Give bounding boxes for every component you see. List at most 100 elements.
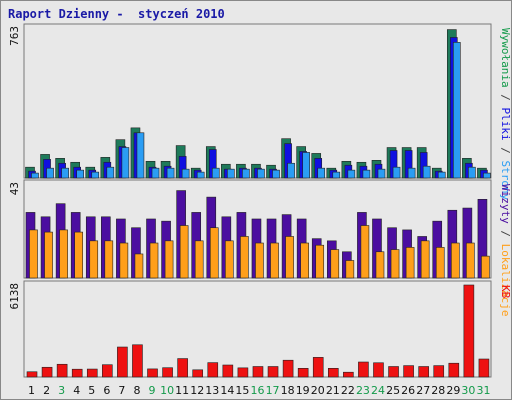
middle-bar-visitors-1	[29, 229, 38, 279]
top-bar-files-4	[76, 169, 84, 179]
top-bar-files-18	[287, 162, 295, 179]
bottom-bar-kb-1	[26, 371, 38, 378]
middle-max-label: 43	[8, 182, 21, 195]
middle-bar-visitors-9	[149, 242, 159, 279]
top-legend-part-1: /	[499, 88, 512, 108]
bottom-bar-kb-26	[403, 365, 414, 378]
middle-bar-visitors-14	[225, 240, 234, 279]
bottom-bar-kb-29	[448, 362, 460, 378]
x-tick-label-24: 24	[371, 384, 385, 397]
x-tick-label-29: 29	[446, 384, 460, 397]
top-bar-files-12	[196, 171, 205, 179]
bottom-bar-kb-11	[177, 358, 188, 378]
x-tick-label-27: 27	[416, 384, 430, 397]
top-bar-files-6	[106, 166, 115, 179]
top-bar-files-9	[151, 167, 160, 179]
x-tick-label-18: 18	[281, 384, 295, 397]
x-tick-label-19: 19	[296, 384, 310, 397]
x-tick-label-16: 16	[251, 384, 265, 397]
top-legend-part-4: Strony	[499, 160, 512, 200]
middle-bar-visitors-17	[270, 242, 279, 279]
top-legend-part-2: Pliki	[499, 107, 512, 140]
top-bar-files-17	[272, 169, 280, 179]
middle-bar-visitors-22	[345, 260, 355, 279]
top-bar-files-1	[31, 172, 39, 179]
middle-bar-visitors-7	[119, 242, 129, 279]
x-tick-label-13: 13	[205, 384, 219, 397]
top-bar-files-5	[91, 171, 100, 179]
x-tick-label-12: 12	[190, 384, 204, 397]
x-tick-label-11: 11	[175, 384, 189, 397]
middle-bar-visitors-3	[59, 229, 68, 279]
top-bar-files-13	[211, 167, 220, 179]
bottom-bar-kb-9	[147, 368, 158, 378]
x-tick-label-25: 25	[386, 384, 400, 397]
middle-bar-visitors-29	[451, 242, 460, 279]
x-tick-label-7: 7	[118, 384, 125, 397]
middle-legend-part-0: Wizyty	[499, 184, 512, 224]
middle-bar-visitors-15	[240, 236, 249, 279]
x-tick-label-6: 6	[103, 384, 110, 397]
middle-bar-visitors-31	[481, 255, 490, 279]
bottom-bar-kb-15	[237, 367, 249, 378]
middle-bar-visitors-18	[285, 236, 294, 279]
x-tick-label-3: 3	[58, 384, 65, 397]
bottom-bar-kb-25	[388, 366, 399, 378]
x-tick-label-22: 22	[341, 384, 355, 397]
bottom-bar-kb-20	[312, 357, 324, 378]
bottom-bar-kb-4	[71, 368, 83, 378]
x-tick-label-9: 9	[149, 384, 156, 397]
x-tick-label-14: 14	[220, 384, 234, 397]
x-tick-label-21: 21	[326, 384, 340, 397]
x-tick-label-5: 5	[88, 384, 95, 397]
middle-legend: Wizyty / Lokalizacje	[499, 184, 512, 316]
top-bar-files-15	[242, 168, 250, 179]
x-tick-label-30: 30	[461, 384, 475, 397]
top-bar-files-23	[362, 169, 371, 179]
bottom-bar-kb-13	[207, 362, 219, 378]
top-legend: Wywołania / Pliki / Strony	[499, 28, 512, 201]
top-bar-files-29	[453, 42, 461, 179]
x-tick-label-23: 23	[356, 384, 370, 397]
bottom-bar-kb-21	[327, 368, 339, 378]
x-tick-label-4: 4	[73, 384, 80, 397]
middle-bar-visitors-11	[179, 225, 189, 279]
x-tick-label-17: 17	[266, 384, 280, 397]
top-bar-files-24	[377, 168, 386, 179]
page-title: Raport Dzienny - styczeń 2010	[8, 7, 225, 21]
bottom-max-label: 6138	[8, 283, 21, 310]
bottom-bar-kb-3	[56, 363, 68, 378]
bottom-bar-kb-24	[373, 362, 384, 378]
top-bar-files-10	[166, 167, 175, 179]
x-tick-label-28: 28	[431, 384, 445, 397]
bottom-bar-kb-2	[41, 366, 53, 378]
x-tick-label-2: 2	[43, 384, 50, 397]
middle-bar-visitors-27	[420, 240, 430, 279]
middle-bar-visitors-28	[435, 247, 445, 279]
middle-bar-visitors-8	[134, 253, 144, 279]
middle-bar-visitors-24	[375, 251, 385, 279]
top-bar-files-28	[437, 171, 446, 179]
top-bar-files-30	[468, 166, 476, 179]
bottom-bar-kb-30	[463, 284, 475, 378]
top-bar-files-8	[136, 132, 145, 179]
middle-bar-visitors-25	[390, 249, 400, 279]
bottom-bar-kb-19	[297, 368, 309, 378]
top-bar-files-20	[317, 167, 326, 179]
top-plot-area	[23, 23, 492, 179]
x-tick-label-8: 8	[133, 384, 140, 397]
x-tick-label-31: 31	[476, 384, 490, 397]
x-tick-label-15: 15	[235, 384, 249, 397]
x-tick-label-20: 20	[311, 384, 325, 397]
bottom-bar-kb-23	[358, 361, 369, 378]
top-legend-part-3: /	[499, 141, 512, 161]
bottom-bar-kb-8	[132, 344, 143, 378]
bottom-bar-kb-5	[86, 368, 98, 378]
bottom-bar-kb-6	[102, 364, 113, 378]
top-bar-files-27	[422, 165, 431, 179]
bottom-legend-part-0: KB	[499, 285, 512, 299]
bottom-bar-kb-22	[343, 371, 354, 378]
middle-bar-visitors-6	[104, 240, 114, 279]
x-tick-label-26: 26	[401, 384, 415, 397]
top-bar-files-16	[257, 168, 265, 179]
